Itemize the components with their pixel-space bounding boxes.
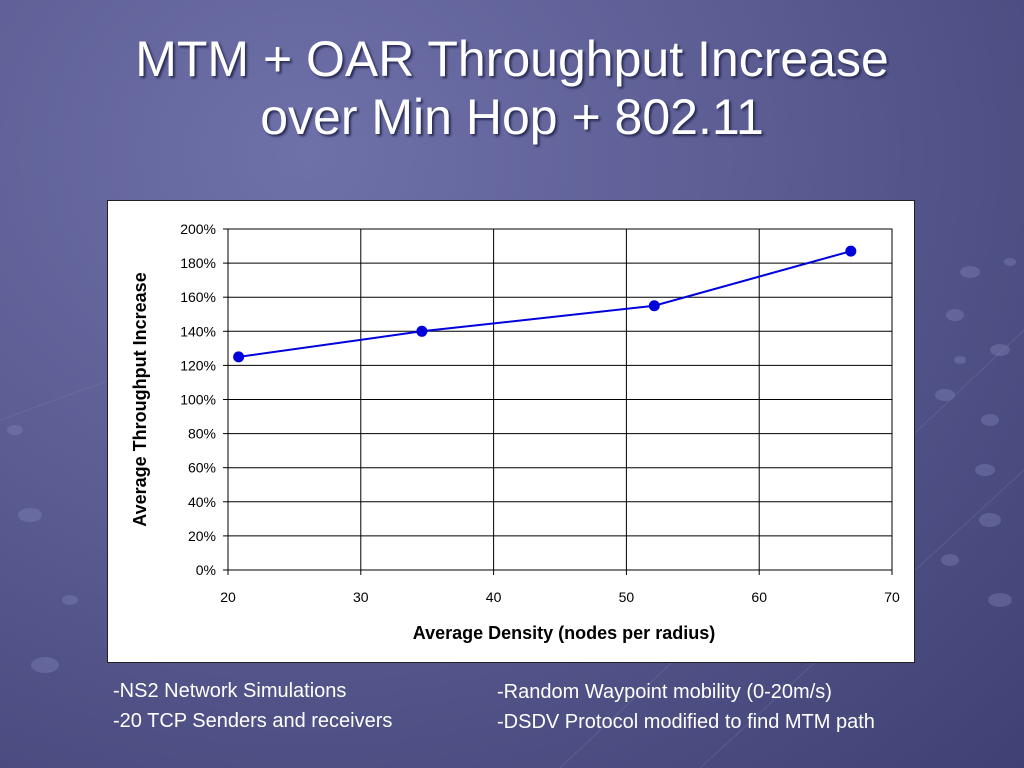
- y-tick-label: 60%: [188, 460, 216, 476]
- throughput-chart: 0% 20% 40% 60% 80% 100% 120% 140% 160% 180% 200% 20…: [130, 221, 900, 643]
- slide-title: MTM + OAR Throughput Increase over Min H…: [0, 30, 1024, 146]
- data-point: [233, 351, 245, 363]
- notes-left: -NS2 Network Simulations -20 TCP Senders…: [113, 676, 392, 736]
- plot-area: [227, 228, 893, 571]
- data-point: [648, 300, 660, 312]
- y-tick-label: 160%: [180, 289, 216, 305]
- y-tick-label: 200%: [180, 221, 216, 237]
- y-tick-label: 80%: [188, 426, 216, 442]
- data-point: [845, 245, 857, 257]
- note-tcp: -20 TCP Senders and receivers: [113, 710, 393, 732]
- notes-right: -Random Waypoint mobility (0-20m/s) -DSD…: [497, 677, 875, 737]
- y-tick-label: 20%: [188, 528, 216, 544]
- y-tick-label: 40%: [188, 494, 216, 510]
- x-tick-label: 50: [619, 589, 635, 605]
- note-mobility: -Random Waypoint mobility (0-20m/s): [497, 681, 832, 703]
- data-point: [416, 325, 428, 337]
- x-tick-label: 60: [751, 589, 767, 605]
- y-tick-label: 180%: [180, 255, 216, 271]
- note-ns2: -NS2 Network Simulations: [113, 680, 347, 702]
- note-dsdv: -DSDV Protocol modified to find MTM path: [497, 711, 875, 733]
- series-line: [238, 250, 852, 358]
- y-tick-label: 120%: [180, 357, 216, 373]
- y-tick-label: 100%: [180, 392, 216, 408]
- x-tick-label: 40: [486, 589, 502, 605]
- y-tick-label: 140%: [180, 323, 216, 339]
- x-tick-label: 70: [884, 589, 900, 605]
- chart-frame: 0% 20% 40% 60% 80% 100% 120% 140% 160% 180% 200% 20…: [107, 200, 915, 663]
- x-axis-label: Average Density (nodes per radius): [413, 623, 715, 643]
- title-line-2: over Min Hop + 802.11: [260, 89, 764, 145]
- x-tick-label: 20: [220, 589, 236, 605]
- title-line-1: MTM + OAR Throughput Increase: [135, 31, 889, 87]
- x-tick-label: 30: [353, 589, 369, 605]
- y-axis-label: Average Throughput Increase: [130, 272, 150, 526]
- y-tick-label: 0%: [196, 562, 216, 578]
